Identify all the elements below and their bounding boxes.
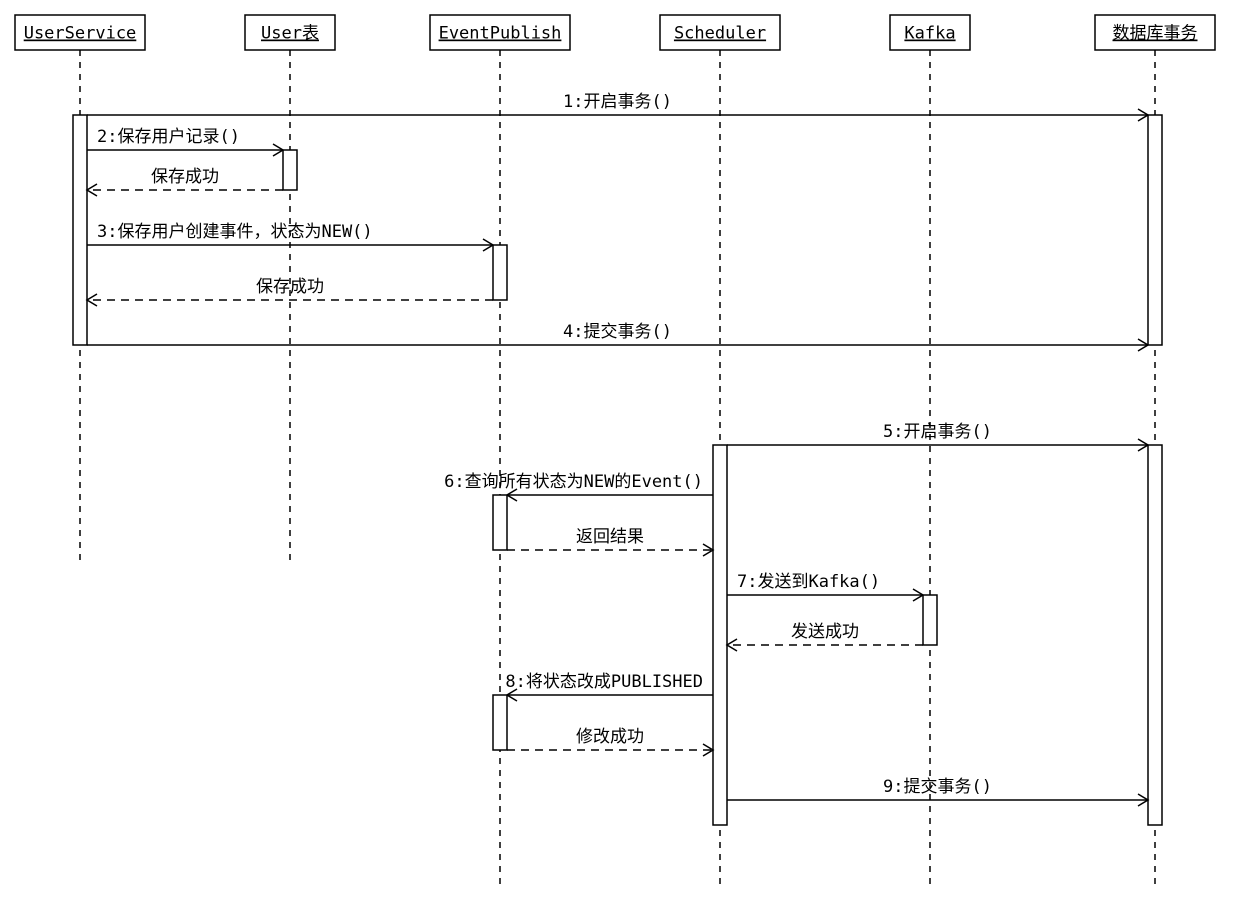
activation-event-publish-8: [493, 695, 507, 750]
message-label-9: 7:发送到Kafka(): [737, 572, 880, 592]
activation-user-table-1: [283, 150, 297, 190]
lifeline-label-db-txn: 数据库事务: [1113, 24, 1198, 44]
activation-event-publish-2: [493, 245, 507, 300]
message-label-2: 保存成功: [151, 167, 219, 187]
message-label-8: 返回结果: [576, 527, 644, 547]
lifeline-label-scheduler: Scheduler: [674, 24, 766, 44]
message-label-0: 1:开启事务(): [563, 92, 672, 112]
lifeline-label-user-table: User表: [261, 24, 319, 44]
message-label-10: 发送成功: [791, 622, 859, 642]
message-label-1: 2:保存用户记录(): [97, 127, 240, 147]
activation-event-publish-6: [493, 495, 507, 550]
message-label-6: 5:开启事务(): [883, 422, 992, 442]
lifeline-label-user-service: UserService: [24, 24, 137, 44]
message-label-12: 修改成功: [576, 727, 644, 747]
activation-kafka-7: [923, 595, 937, 645]
activation-db-txn-5: [1148, 445, 1162, 825]
lifeline-label-kafka: Kafka: [904, 24, 955, 44]
message-label-5: 4:提交事务(): [563, 322, 672, 342]
activation-scheduler-4: [713, 445, 727, 825]
message-label-7: 6:查询所有状态为NEW的Event(): [444, 472, 703, 492]
message-label-3: 3:保存用户创建事件，状态为NEW(): [97, 222, 373, 242]
message-label-13: 9:提交事务(): [883, 777, 992, 797]
sequence-diagram: UserService User表 EventPublish Scheduler Kaf…: [0, 0, 1240, 921]
message-label-4: 保存成功: [256, 277, 324, 297]
activation-user-service-0: [73, 115, 87, 345]
message-label-11: 8:将状态改成PUBLISHED: [505, 672, 703, 692]
lifeline-label-event-publish: EventPublish: [439, 24, 562, 44]
activation-db-txn-3: [1148, 115, 1162, 345]
